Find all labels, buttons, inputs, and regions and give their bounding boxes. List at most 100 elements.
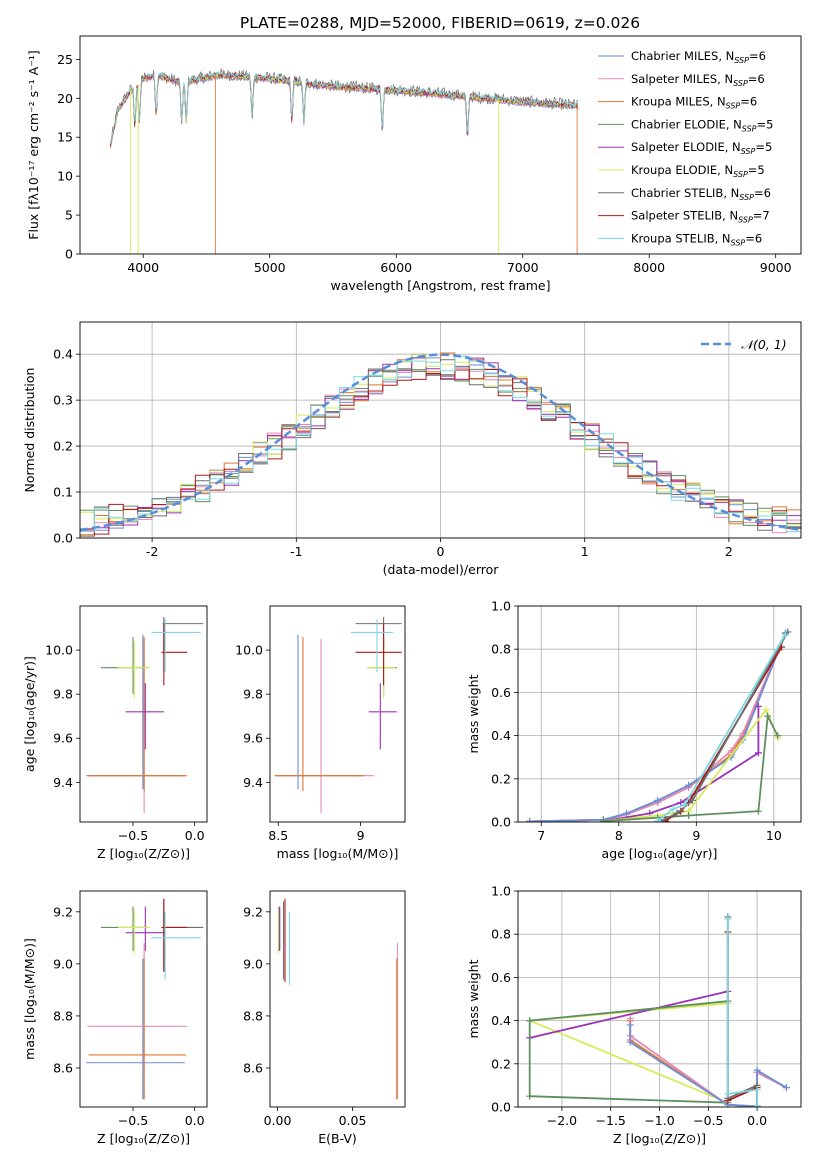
y-tick-label: 20 (57, 91, 73, 106)
legend-entry: Chabrier MILES, NSSP=6 (631, 49, 766, 65)
weight-marker (781, 630, 789, 638)
y-tick-label: 8.6 (243, 1060, 263, 1075)
weight-marker (753, 1102, 761, 1107)
x-tick-label: 2 (725, 544, 733, 559)
axes-spectrum: 4000 5000 6000 7000 8000 9000 0 5 10 15 20 25 wavele… (26, 35, 802, 293)
y-tick-label: 0.6 (491, 685, 511, 700)
y-tick-label: 9.2 (243, 904, 263, 919)
x-tick-label: 10 (766, 828, 782, 843)
y-tick-label: 0.1 (53, 485, 73, 500)
legend-entry: Salpeter STELIB, NSSP=7 (631, 209, 770, 225)
axes-frame (79, 35, 802, 255)
y-axis-label: Normed distribution (22, 368, 37, 493)
x-tick-label: 9 (692, 828, 700, 843)
weight-marker (774, 732, 782, 740)
x-tick-label: −0.5 (693, 1113, 723, 1128)
legend-subscript: SSP (733, 79, 748, 88)
weight-marker (764, 712, 772, 720)
legend-label: Kroupa ELODIE, N (631, 163, 733, 177)
legend-subscript: SSP (739, 193, 754, 202)
y-tick-label: 9.0 (243, 956, 263, 971)
legend-residuals: 𝒩(0, 1) (701, 337, 787, 352)
x-tick-label: 9000 (760, 260, 792, 275)
y-tick-label: 25 (57, 52, 73, 67)
y-tick-label: 8.8 (53, 1008, 73, 1023)
legend-label: Chabrier MILES, N (631, 49, 734, 63)
x-tick-label: 7 (537, 828, 545, 843)
x-tick-label: 4000 (127, 260, 159, 275)
weight-marker (688, 796, 696, 804)
plot-area-spectrum (110, 68, 579, 254)
weight-marker (669, 805, 677, 813)
x-tick-label: 8000 (633, 260, 665, 275)
legend-label: Salpeter MILES, N (631, 72, 733, 86)
axes-frame (79, 890, 208, 1108)
y-tick-label: 8.6 (53, 1060, 73, 1075)
x-tick-label: −1.5 (596, 1113, 626, 1128)
axes-frame (79, 321, 802, 539)
x-tick-label: -2 (146, 544, 158, 559)
y-tick-label: 0.0 (491, 1100, 511, 1115)
histogram-step (80, 355, 801, 533)
weight-marker (626, 1021, 634, 1029)
weight-marker (754, 749, 762, 757)
y-tick-label: 5 (65, 208, 73, 223)
weight-marker (526, 1017, 534, 1025)
weight-marker (623, 809, 631, 817)
y-tick-label: 9.8 (243, 687, 263, 702)
y-tick-label: 0.0 (491, 815, 511, 830)
legend-subscript: SSP (726, 102, 741, 111)
y-tick-label: 0.2 (491, 1056, 511, 1071)
legend-label: Salpeter ELODIE, N (631, 140, 741, 154)
weight-marker (754, 702, 762, 710)
axes-frame (517, 890, 802, 1108)
x-tick-label: 5000 (254, 260, 286, 275)
x-axis-label: (data-model)/error (383, 562, 500, 577)
x-tick-label: −2.0 (547, 1113, 577, 1128)
weight-marker (754, 807, 762, 815)
x-tick-label: −0.5 (118, 1113, 148, 1128)
x-tick-label: 8.5 (268, 828, 288, 843)
legend-entry: 𝒩(0, 1) (741, 337, 787, 352)
y-tick-label: 0 (65, 247, 73, 262)
y-tick-label: 0.4 (491, 728, 511, 743)
weight-marker (782, 1084, 790, 1092)
x-tick-label: 8 (615, 828, 623, 843)
y-tick-label: 9.2 (53, 904, 73, 919)
x-axis-label: wavelength [Angstrom, rest frame] (330, 278, 550, 293)
weight-marker (526, 1092, 534, 1100)
x-tick-label: -1 (290, 544, 302, 559)
weight-marker (654, 817, 662, 822)
axes-age_vs_mass: 8.5 9 9.4 9.6 9.8 10.0 mass [log₁₀(M/M⊙)] (235, 605, 406, 861)
weight-line (529, 990, 729, 1039)
x-axis-label: Z [log₁₀(Z/Z⊙)] (97, 846, 190, 861)
y-tick-label: 0.2 (53, 439, 73, 454)
legend-subscript: SSP (733, 170, 748, 179)
y-tick-label: 0.4 (53, 347, 73, 362)
legend-label: Chabrier STELIB, N (631, 186, 739, 200)
x-tick-label: 0.0 (185, 828, 205, 843)
legend-entry: Kroupa ELODIE, NSSP=5 (631, 163, 765, 179)
plot-layer: 4000 5000 6000 7000 8000 90000510152025wavele… (22, 35, 802, 1146)
legend-suffix: =5 (757, 117, 774, 131)
y-tick-label: 0.8 (491, 642, 511, 657)
legend-entry: Salpeter ELODIE, NSSP=5 (631, 140, 772, 156)
plot-area-mass_vs_Z (86, 898, 204, 1100)
weight-marker (673, 809, 681, 817)
y-tick-label: 1.0 (491, 884, 511, 899)
histogram-step (80, 369, 801, 535)
y-tick-label: 0.4 (491, 1013, 511, 1028)
y-tick-label: 0.6 (491, 970, 511, 985)
y-tick-label: 9.8 (53, 687, 73, 702)
y-tick-label: 8.8 (243, 1008, 263, 1023)
weight-marker (762, 706, 770, 714)
legend-entry: Salpeter MILES, NSSP=6 (631, 72, 765, 88)
plot-area-mass_vs_ebv (277, 898, 399, 1100)
weight-marker (626, 1038, 634, 1046)
weight-line (603, 713, 779, 822)
legend-label: Salpeter STELIB, N (631, 209, 738, 223)
weight-marker (654, 796, 662, 804)
legend-suffix: =6 (745, 231, 762, 245)
x-tick-label: 0.0 (747, 1113, 767, 1128)
